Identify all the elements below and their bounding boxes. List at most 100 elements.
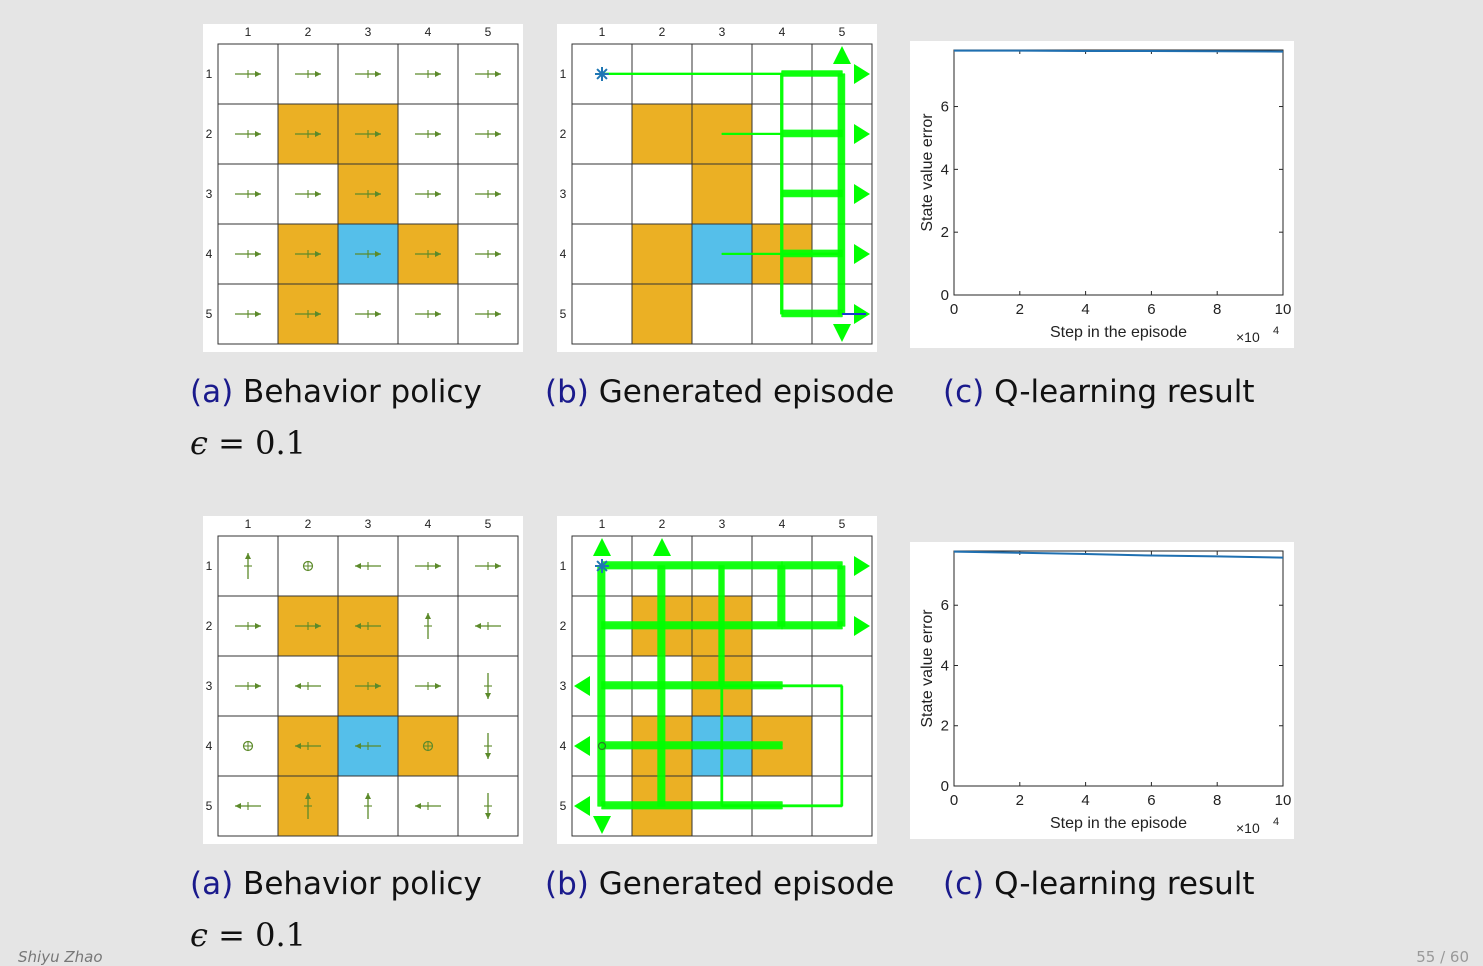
row-label: 3 (560, 187, 567, 201)
grid-cell (397, 163, 459, 225)
arrow-head (415, 803, 421, 809)
episode-arrowhead (854, 244, 870, 264)
start-marker-icon (595, 67, 609, 81)
grid-cell (691, 283, 753, 345)
row-label: 4 (560, 739, 567, 753)
caption-q-learning-result: (c) Q-learning result (943, 866, 1255, 902)
arrow-head (495, 71, 501, 77)
x-tick-label: 6 (1147, 301, 1155, 318)
caption-text: Q-learning result (994, 866, 1255, 902)
x-tick-label: 8 (1213, 792, 1221, 809)
arrow-head (495, 251, 501, 257)
state-value-error-chart: 0 2 4 6 8 10 0 2 4 6 Step in the episode State valu… (919, 49, 1292, 345)
episode-arrowhead (574, 736, 590, 756)
arrow-head (435, 251, 441, 257)
row-label: 5 (206, 307, 213, 321)
grid-cell (277, 283, 339, 345)
arrow-head (315, 251, 321, 257)
x-tick-label: 10 (1275, 301, 1292, 318)
row-label: 1 (206, 67, 213, 81)
row-label: 3 (206, 187, 213, 201)
footer-page-number: 55 / 60 (1416, 948, 1469, 966)
arrow-head (375, 311, 381, 317)
row-label: 5 (560, 799, 567, 813)
column-label: 4 (779, 517, 786, 531)
column-label: 3 (365, 517, 372, 531)
column-label: 2 (659, 517, 666, 531)
caption-text: Behavior policy (243, 866, 482, 902)
arrow-head (255, 71, 261, 77)
grid-cell (631, 103, 693, 165)
episode-grid: 1 2 3 4 5 1 2 3 4 5 (560, 517, 873, 837)
epsilon-value: = 0.1 (218, 916, 306, 954)
row-label: 4 (206, 247, 213, 261)
caption-generated-episode: (b) Generated episode (545, 866, 894, 902)
grid-cell (571, 163, 633, 225)
x-tick-label: 4 (1081, 301, 1089, 318)
caption-label: (b) (545, 374, 589, 410)
arrow-head (255, 191, 261, 197)
state-value-error-line (954, 49, 1284, 53)
row-label: 2 (560, 619, 567, 633)
grid-cell (691, 163, 753, 225)
row-label: 4 (206, 739, 213, 753)
arrow-head (495, 191, 501, 197)
caption-label: (a) (190, 866, 234, 902)
arrow-head (355, 563, 361, 569)
x-axis-label: Step in the episode (1050, 324, 1187, 341)
episode-arrowhead (854, 556, 870, 576)
episode-grid-panel: 1 2 3 4 5 1 2 3 4 5 (557, 516, 877, 844)
x-tick-label: 4 (1081, 792, 1089, 809)
x-axis-label: Step in the episode (1050, 815, 1187, 832)
y-tick-label: 6 (941, 597, 949, 614)
y-tick-label: 6 (941, 99, 949, 116)
arrow-head (495, 131, 501, 137)
arrow-head (485, 813, 491, 819)
q-learning-chart-panel: 0 2 4 6 8 10 0 2 4 6 Step in the episode State valu… (910, 41, 1294, 348)
episode-arrowhead (833, 324, 851, 342)
row-label: 1 (560, 67, 567, 81)
policy-grid-panel: 1 2 3 4 5 1 2 3 4 5 (203, 24, 523, 352)
x-tick-label: 2 (1016, 301, 1024, 318)
arrow-head (255, 623, 261, 629)
arrow-head (315, 71, 321, 77)
arrow-head (375, 683, 381, 689)
column-label: 5 (485, 25, 492, 39)
x-tick-label: 10 (1275, 792, 1292, 809)
episode-arrowhead (593, 538, 611, 556)
row-label: 3 (206, 679, 213, 693)
caption-label: (b) (545, 866, 589, 902)
column-label: 5 (839, 25, 846, 39)
arrow-head (435, 131, 441, 137)
plot-area (953, 49, 1284, 296)
epsilon-symbol: ϵ (190, 916, 208, 954)
x-tick-label: 6 (1147, 792, 1155, 809)
arrow-head (365, 793, 371, 799)
x-tick-label: 2 (1016, 792, 1024, 809)
column-label: 1 (599, 25, 606, 39)
column-label: 2 (305, 517, 312, 531)
y-tick-label: 0 (941, 287, 949, 304)
arrow-head (475, 623, 481, 629)
y-tick-label: 2 (941, 224, 949, 241)
caption-label: (c) (943, 866, 985, 902)
column-label: 3 (719, 25, 726, 39)
caption-text: Q-learning result (994, 374, 1255, 410)
x-multiplier-exponent: 4 (1273, 325, 1279, 337)
arrow-head (485, 753, 491, 759)
column-label: 1 (245, 25, 252, 39)
epsilon-equation: ϵ = 0.1 (190, 424, 306, 462)
plot-area (953, 550, 1284, 787)
arrow-head (255, 311, 261, 317)
row-label: 5 (206, 799, 213, 813)
grid-cell (571, 223, 633, 285)
grid-cell (571, 103, 633, 165)
caption-label: (a) (190, 374, 234, 410)
start-marker-stroke (596, 560, 608, 572)
column-label: 4 (425, 25, 432, 39)
arrow-head (485, 693, 491, 699)
state-value-error-line (953, 550, 1284, 559)
episode-arrowhead (833, 46, 851, 64)
arrow-head (315, 623, 321, 629)
epsilon-symbol: ϵ (190, 424, 208, 462)
